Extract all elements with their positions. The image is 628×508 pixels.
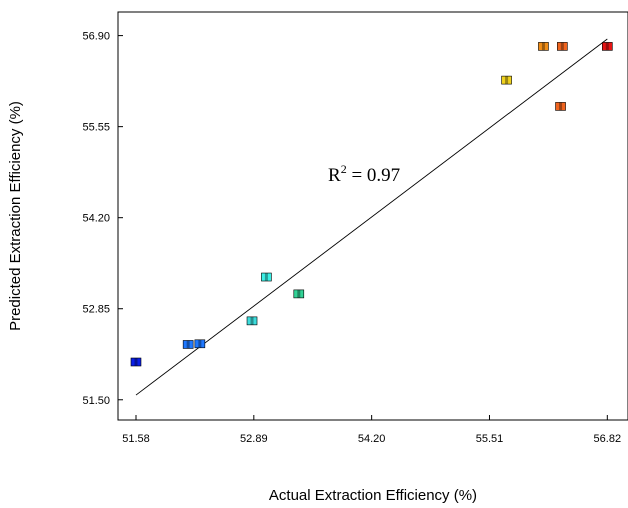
y-tick-label: 56.90 [82, 31, 110, 43]
data-point [293, 289, 305, 299]
fit-line [135, 38, 608, 396]
data-point [555, 102, 566, 111]
data-point [501, 75, 512, 85]
data-point [246, 316, 258, 326]
r-squared-annotation: R2 = 0.97 [328, 162, 400, 186]
fit-line-group [135, 38, 608, 396]
x-axis-ticks: 51.58 52.89 54.20 55.51 56.82 [122, 415, 621, 445]
data-points [130, 42, 613, 367]
y-axis-title: Predicted Extraction Efficiency (%) [7, 101, 24, 331]
y-tick-label: 55.55 [82, 122, 110, 134]
x-tick-label: 52.89 [240, 433, 268, 445]
data-point [130, 357, 142, 367]
y-tick-label: 51.50 [82, 395, 110, 407]
data-point [557, 42, 568, 51]
x-tick-label: 56.82 [594, 433, 622, 445]
x-tick-label: 55.51 [476, 433, 504, 445]
data-point [261, 272, 272, 282]
data-point [602, 42, 613, 51]
x-axis-title: Actual Extraction Efficiency (%) [269, 487, 477, 504]
y-axis-ticks: 51.50 52.85 54.20 55.55 56.90 [82, 31, 123, 407]
y-tick-label: 54.20 [82, 213, 110, 225]
data-point [182, 340, 194, 349]
data-point [194, 339, 206, 349]
x-tick-label: 51.58 [122, 433, 150, 445]
y-tick-label: 52.85 [82, 304, 110, 316]
data-point [538, 42, 549, 51]
x-tick-label: 54.20 [358, 433, 386, 445]
plot-frame [117, 11, 628, 421]
